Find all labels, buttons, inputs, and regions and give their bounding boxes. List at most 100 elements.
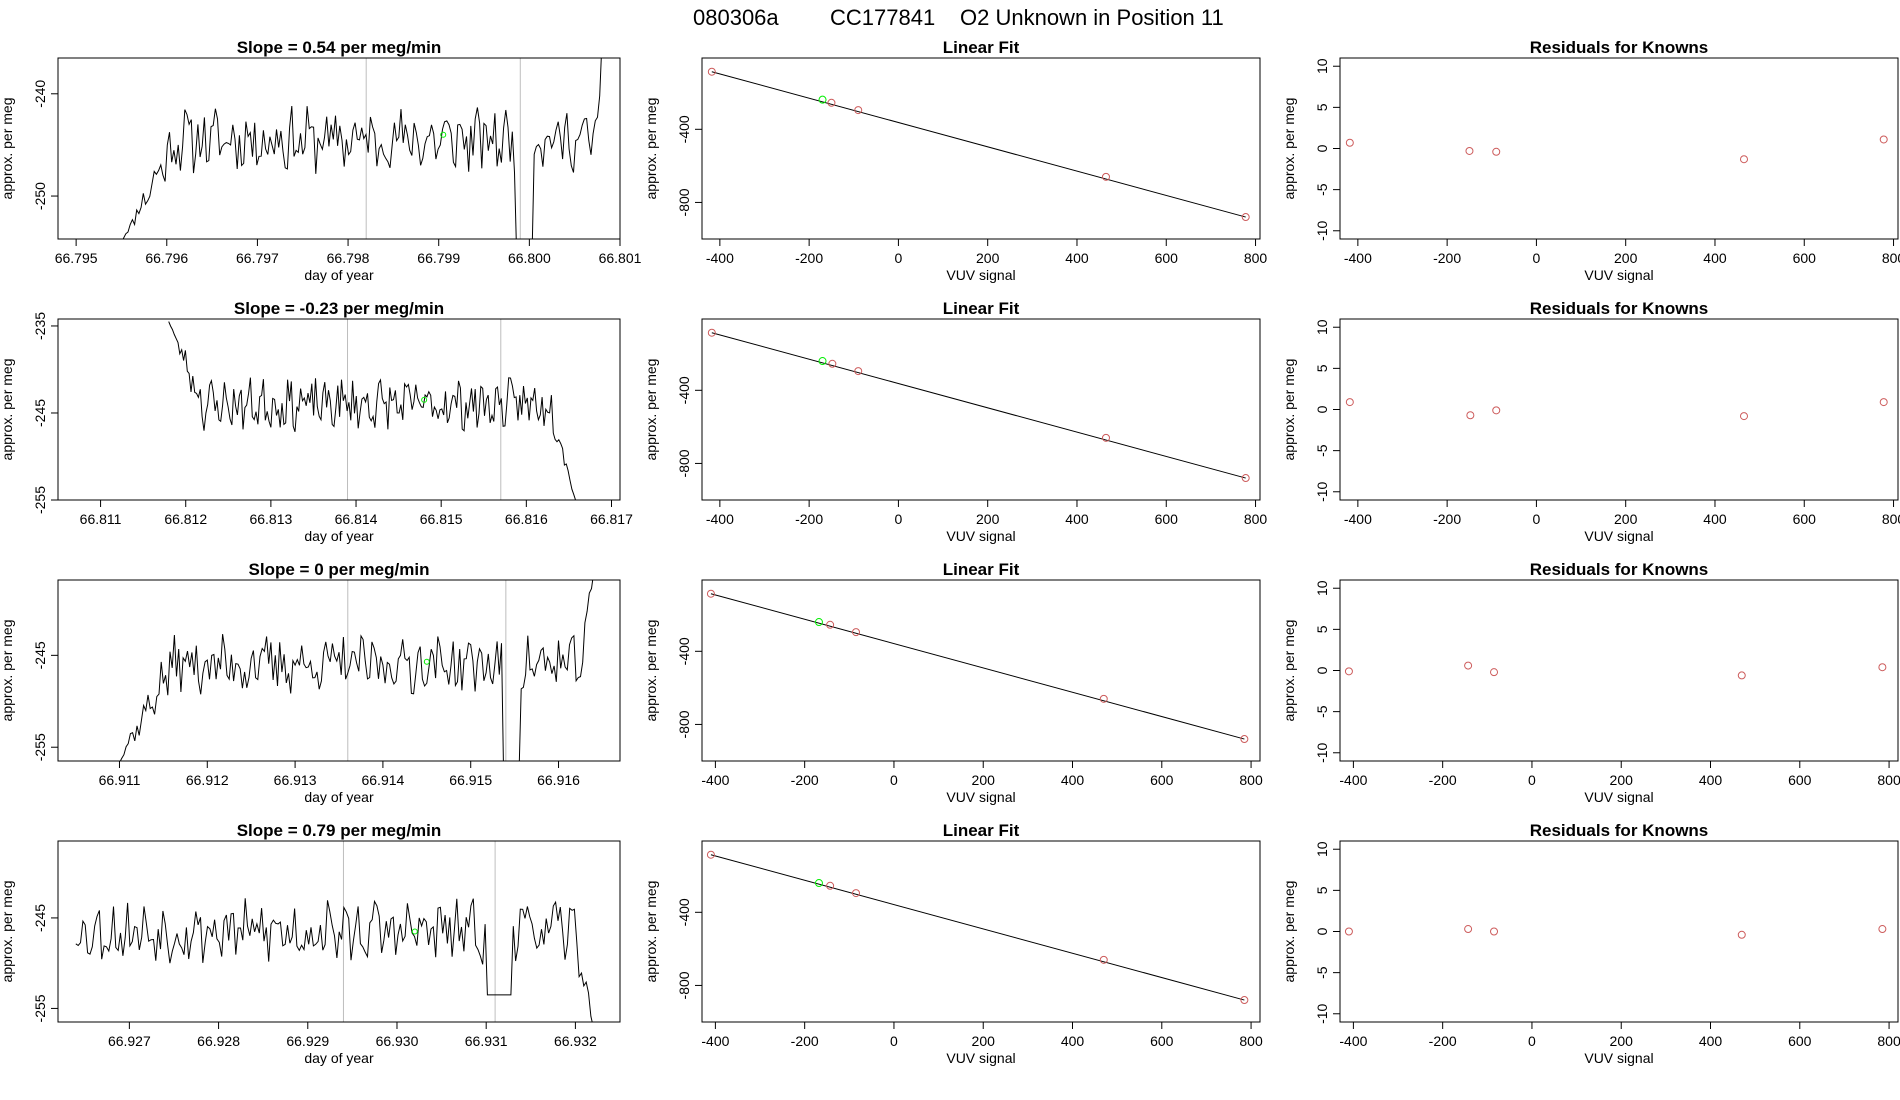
known-point [706,850,715,859]
time-series-panel-2: Slope = -0.23 per meg/min day of year appr… [0,299,633,544]
y-tick-label: -240 [32,80,48,108]
plot-frame [57,579,621,762]
x-tick-label: 200 [1614,250,1638,266]
residual-point [1878,925,1887,934]
residual-point [1492,147,1501,156]
x-axis-label: VUV signal [1584,528,1653,544]
plot-frame [701,579,1261,762]
x-tick-label: 66.911 [99,772,141,788]
x-axis-label: VUV signal [946,789,1015,805]
residual-point [1344,927,1353,936]
x-tick-label: 66.796 [145,250,188,266]
y-tick-label: -5 [1314,705,1330,718]
x-tick-label: 600 [1150,772,1174,788]
x-tick-label: 200 [976,511,1000,527]
plot-frame [1339,57,1899,240]
time-series-panel-1: Slope = 0.54 per meg/min day of year appro… [0,38,642,283]
x-tick-label: 400 [1703,250,1727,266]
y-tick-label: -10 [1314,1003,1330,1023]
residuals-panel-1: Residuals for Knowns VUV signal approx. pe… [1281,38,1900,283]
panel-title: Slope = 0.54 per meg/min [237,38,442,57]
x-tick-label: 66.797 [236,250,279,266]
residual-point [1739,155,1748,164]
time-series-panel-4: Slope = 0.79 per meg/min day of year appro… [0,821,621,1066]
plot-frame [701,840,1261,1023]
per-meg-trace-line [168,321,577,500]
plot-area [706,589,1249,744]
residual-point [1490,668,1499,677]
x-tick-label: 66.914 [361,772,404,788]
x-axis-label: day of year [304,267,374,283]
x-tick-label: 66.801 [599,250,642,266]
residual-point [1879,135,1888,144]
x-tick-label: 66.932 [554,1033,597,1049]
y-axis-label: approx. per meg [0,359,15,461]
x-tick-label: 400 [1699,1033,1723,1049]
y-axis-label: approx. per meg [0,620,15,722]
x-tick-label: -400 [1339,1033,1367,1049]
residual-point [1464,661,1473,670]
x-tick-label: -400 [706,250,734,266]
x-tick-label: 600 [1793,250,1817,266]
x-tick-label: 800 [1882,511,1900,527]
x-axis-label: day of year [304,789,374,805]
y-tick-label: -5 [1314,183,1330,196]
x-tick-label: 0 [890,1033,898,1049]
plot-frame [57,57,621,240]
y-tick-label: -400 [676,376,692,404]
x-tick-label: 66.799 [417,250,460,266]
unknown-point [814,879,823,888]
y-tick-label: 5 [1314,103,1330,111]
title-sample-id: 080306a [693,5,779,30]
title-tank-id: CC177841 [830,5,935,30]
x-tick-label: -200 [1429,772,1457,788]
x-tick-label: 200 [976,250,1000,266]
x-tick-label: 600 [1150,1033,1174,1049]
plot-area [1344,661,1887,680]
plot-area [1345,135,1888,164]
y-axis-label: approx. per meg [643,881,659,983]
known-point [854,367,863,376]
x-tick-label: 66.800 [508,250,551,266]
plot-area [1344,925,1887,939]
known-point [1099,694,1108,703]
known-point [1099,955,1108,964]
y-tick-label: 0 [1314,405,1330,413]
x-tick-label: 66.929 [286,1033,329,1049]
residual-point [1464,925,1473,934]
x-tick-label: 800 [1882,250,1900,266]
panel-title: Linear Fit [943,38,1020,57]
known-point [1101,433,1110,442]
unknown-average-marker [423,658,430,665]
x-tick-label: 66.927 [108,1033,151,1049]
plot-frame [57,318,621,501]
plot-area [75,841,593,1022]
x-axis-label: VUV signal [1584,789,1653,805]
known-point [1240,996,1249,1005]
y-tick-label: -400 [676,898,692,926]
y-tick-label: -400 [676,115,692,143]
panel-title: Linear Fit [943,821,1020,840]
y-axis-label: approx. per meg [1281,620,1297,722]
figure-title: 080306a CC177841 O2 Unknown in Position … [693,5,1224,30]
plot-area [707,328,1250,483]
fit-line [711,71,1246,218]
x-tick-label: 0 [1528,1033,1536,1049]
plot-frame [1339,579,1899,762]
y-axis-label: approx. per meg [1281,98,1297,200]
x-tick-label: 0 [895,511,903,527]
residual-point [1878,663,1887,672]
y-tick-label: -245 [32,399,48,427]
x-tick-label: -200 [795,511,823,527]
x-tick-label: 0 [890,772,898,788]
x-axis-label: VUV signal [1584,267,1653,283]
x-tick-label: 66.916 [537,772,580,788]
x-tick-label: 200 [1610,772,1634,788]
panel-title: Slope = -0.23 per meg/min [234,299,444,318]
x-tick-label: 400 [1065,250,1089,266]
time-series-panel-3: Slope = 0 per meg/min day of year approx. … [0,560,621,805]
x-tick-label: 800 [1244,511,1268,527]
per-meg-trace-line [75,898,593,1022]
known-point [827,98,836,107]
unknown-average-marker [440,131,447,138]
